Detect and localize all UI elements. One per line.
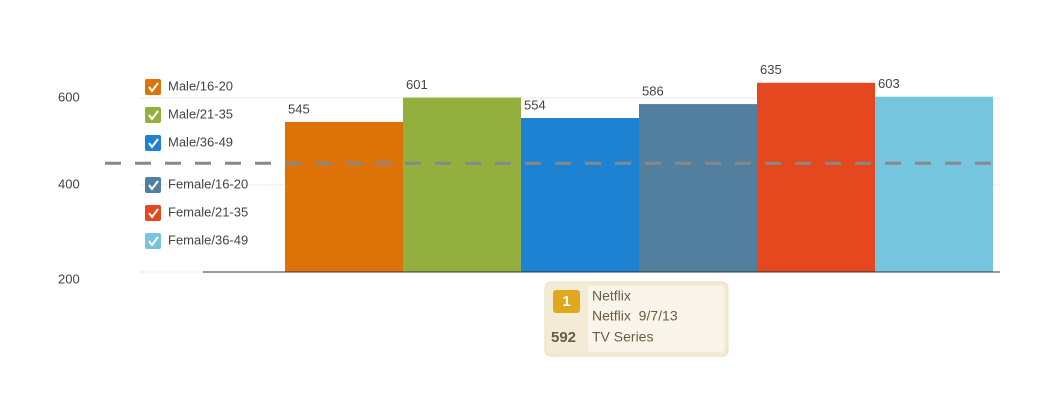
legend-check <box>148 180 159 191</box>
legend-item[interactable]: Female/21-35 <box>145 204 248 221</box>
tooltip-inner <box>588 286 724 352</box>
plot: 200400600545601554586635603Male/16-20Mal… <box>58 62 1000 286</box>
legend-item[interactable]: Female/16-20 <box>145 176 248 193</box>
legend-label: Female/21-35 <box>168 204 248 219</box>
data-label: 603 <box>878 76 900 91</box>
legend-checkbox[interactable] <box>145 107 161 123</box>
legend-checkbox[interactable] <box>145 233 161 249</box>
legend-label: Male/16-20 <box>168 78 233 93</box>
legend-item[interactable]: Male/16-20 <box>145 78 233 95</box>
tooltip-subtitle: Netflix 9/7/13 <box>592 308 678 324</box>
bar <box>521 118 639 272</box>
y-tick-label: 600 <box>58 89 80 104</box>
data-label: 554 <box>524 97 546 112</box>
tooltip-genre: TV Series <box>592 329 653 345</box>
legend-item[interactable]: Male/36-49 <box>145 134 233 151</box>
bar <box>757 82 875 273</box>
legend-label: Male/21-35 <box>168 106 233 121</box>
data-label: 545 <box>288 101 310 116</box>
y-tick-label: 400 <box>58 176 80 191</box>
rank-badge <box>553 290 580 313</box>
bar <box>403 97 521 272</box>
legend-checkbox[interactable] <box>145 135 161 151</box>
bar <box>639 104 757 272</box>
legend-check <box>148 110 159 121</box>
legend-checkbox[interactable] <box>145 79 161 95</box>
bar <box>875 96 993 272</box>
bar <box>285 121 403 272</box>
tooltip-title: Netflix <box>592 288 631 304</box>
data-label: 635 <box>760 62 782 77</box>
legend-checkbox[interactable] <box>145 177 161 193</box>
rank: 1 <box>562 293 570 310</box>
tooltip: 1 Netflix Netflix 9/7/13 592 TV Series <box>544 281 729 357</box>
legend-check <box>148 208 159 219</box>
data-label: 601 <box>406 77 428 92</box>
legend-label: Female/36-49 <box>168 232 248 247</box>
legend: Male/16-20 Male/21-35 Male/36-49 Female/16-… <box>145 78 248 249</box>
legend-label: Male/36-49 <box>168 134 233 149</box>
legend-check <box>148 236 159 247</box>
legend-check <box>148 82 159 93</box>
legend-item[interactable]: Female/36-49 <box>145 232 248 249</box>
legend-check <box>148 138 159 149</box>
data-label: 586 <box>642 84 664 99</box>
legend-checkbox[interactable] <box>145 205 161 221</box>
y-tick-label: 200 <box>58 271 80 286</box>
legend-label: Female/16-20 <box>168 176 248 191</box>
legend-item[interactable]: Male/21-35 <box>145 106 233 123</box>
tooltip-value: 592 <box>551 329 576 346</box>
